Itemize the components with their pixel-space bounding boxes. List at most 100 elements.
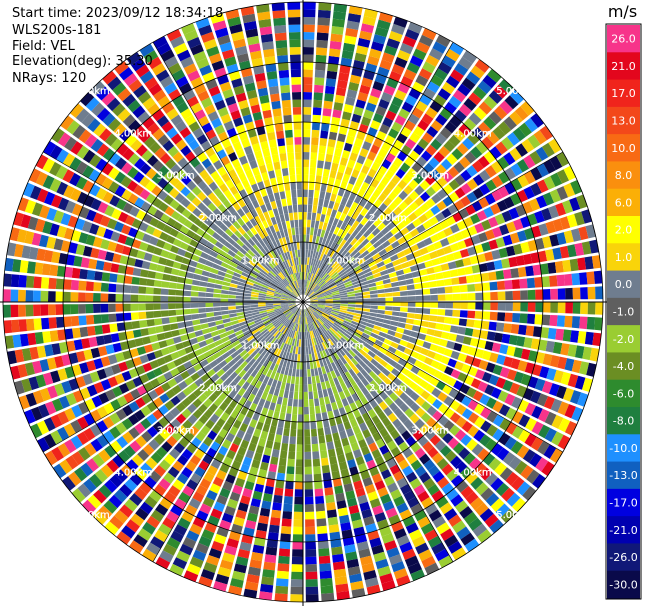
- gate-cell: [392, 306, 401, 312]
- gate-cell: [326, 278, 334, 285]
- gate-cell: [419, 247, 429, 256]
- gate-cell: [550, 302, 558, 313]
- gate-cell: [392, 296, 401, 302]
- gate-cell: [361, 314, 369, 319]
- gate-cell: [304, 287, 307, 295]
- gate-cell: [383, 207, 393, 217]
- gate-cell: [312, 122, 321, 131]
- gate-cell: [359, 30, 373, 41]
- gate-cell: [429, 100, 443, 113]
- gate-cell: [481, 350, 492, 361]
- gate-cell: [340, 221, 348, 231]
- gate-cell: [542, 289, 551, 300]
- gate-cell: [303, 107, 312, 115]
- gate-cell: [318, 145, 327, 154]
- gate-cell: [355, 99, 366, 109]
- gate-cell: [387, 267, 396, 274]
- gate-cell: [374, 155, 385, 165]
- gate-cell: [454, 187, 466, 199]
- gate-cell: [425, 198, 436, 209]
- gate-cell: [549, 275, 558, 287]
- gate-cell: [468, 112, 482, 126]
- gate-cell: [422, 302, 431, 308]
- gate-cell: [314, 276, 320, 283]
- gate-cell: [369, 236, 379, 245]
- gate-cell: [359, 226, 368, 235]
- gate-cell: [375, 231, 384, 240]
- gate-cell: [367, 127, 378, 137]
- gate-cell: [435, 164, 447, 176]
- gate-cell: [459, 156, 471, 169]
- gate-cell: [363, 329, 372, 336]
- gate-cell: [381, 52, 395, 64]
- gate-cell: [340, 295, 348, 298]
- gate-cell: [527, 239, 538, 252]
- gate-cell: [380, 91, 393, 103]
- gate-cell: [324, 292, 332, 296]
- gate-cell: [457, 353, 468, 363]
- gate-cell: [575, 345, 585, 359]
- gate-cell: [410, 264, 419, 272]
- gate-cell: [488, 90, 503, 104]
- gate-cell: [374, 339, 384, 347]
- gate-cell: [353, 265, 362, 272]
- gate-cell: [396, 250, 406, 259]
- gate-cell: [362, 294, 371, 299]
- gate-cell: [369, 312, 378, 317]
- gate-cell: [474, 244, 484, 254]
- gate-cell: [336, 255, 343, 263]
- gate-cell: [332, 273, 340, 280]
- gate-cell: [398, 201, 408, 211]
- gate-cell: [313, 227, 318, 236]
- gate-cell: [303, 77, 313, 85]
- gate-cell: [367, 278, 376, 284]
- gate-cell: [337, 187, 345, 197]
- gate-cell: [426, 126, 439, 138]
- gate-cell: [452, 302, 461, 309]
- gate-cell: [498, 247, 508, 258]
- gate-cell: [426, 227, 436, 237]
- gate-cell: [543, 176, 556, 190]
- gate-cell: [365, 257, 374, 264]
- gate-cell: [576, 194, 588, 209]
- gate-cell: [306, 227, 311, 235]
- gate-cell: [360, 281, 368, 286]
- gate-cell: [437, 287, 446, 294]
- gate-cell: [361, 311, 370, 316]
- gate-cell: [473, 320, 482, 329]
- gate-cell: [347, 304, 356, 307]
- gate-cell: [370, 178, 380, 189]
- gate-cell: [423, 87, 436, 100]
- gate-cell: [377, 302, 386, 306]
- gate-cell: [346, 89, 358, 99]
- gate-cell: [406, 167, 418, 179]
- gate-cell: [366, 275, 375, 281]
- gate-cell: [338, 313, 346, 318]
- gate-cell: [414, 196, 425, 207]
- gate-cell: [340, 118, 350, 128]
- gate-cell: [310, 250, 314, 258]
- gate-cell: [327, 63, 339, 72]
- gate-cell: [445, 253, 455, 262]
- gate-cell: [303, 17, 316, 25]
- gate-cell: [347, 159, 356, 169]
- gate-cell: [397, 274, 406, 281]
- gate-cell: [308, 291, 315, 297]
- gate-cell: [327, 258, 334, 266]
- gate-cell: [317, 295, 325, 298]
- gate-cell: [470, 337, 480, 347]
- gate-cell: [470, 146, 483, 159]
- gate-cell: [429, 287, 438, 295]
- gate-cell: [462, 336, 472, 345]
- gate-cell: [503, 356, 514, 368]
- gate-cell: [310, 296, 318, 300]
- gate-cell: [310, 304, 318, 308]
- gate-cell: [367, 55, 380, 66]
- gate-cell: [445, 48, 460, 62]
- gate-cell: [382, 319, 391, 325]
- gate-cell: [314, 259, 319, 267]
- gate-cell: [409, 190, 419, 201]
- gate-cell: [307, 289, 313, 297]
- gate-cell: [330, 271, 338, 279]
- gate-cell: [493, 259, 503, 270]
